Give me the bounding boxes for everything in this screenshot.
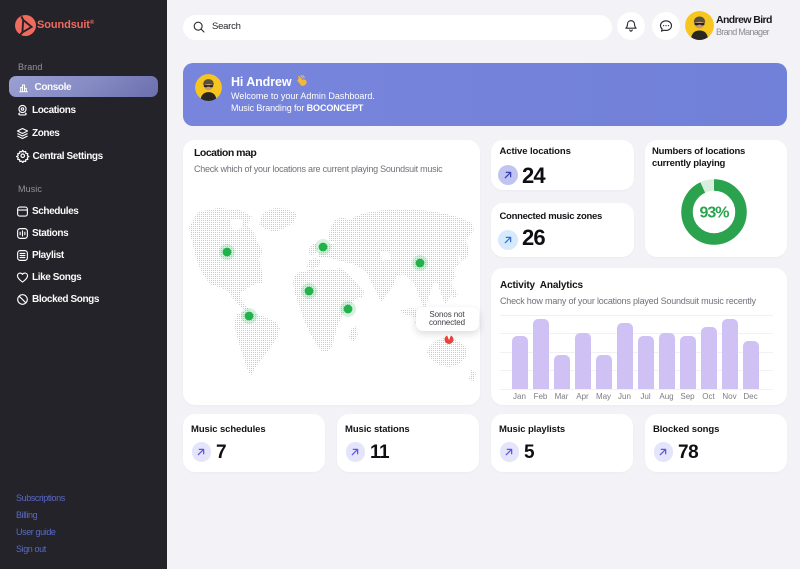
svg-text:93%: 93%	[699, 205, 729, 222]
